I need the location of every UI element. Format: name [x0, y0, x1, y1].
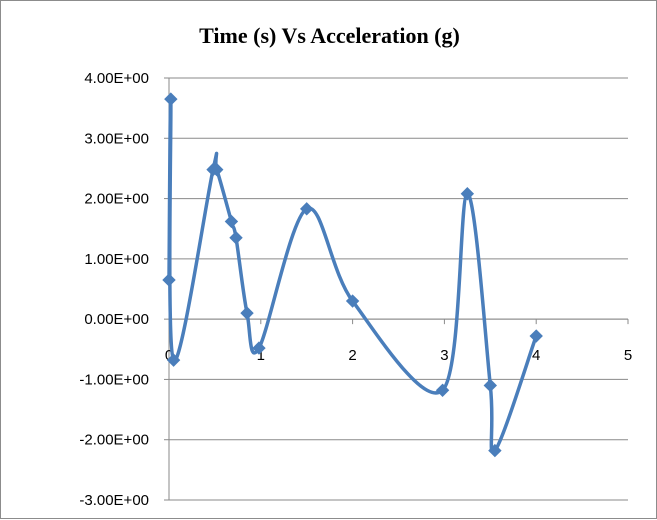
y-tick-label: -1.00E+00 — [79, 371, 149, 388]
axes — [164, 77, 629, 501]
y-tick-labels: 4.00E+00 3.00E+00 2.00E+00 1.00E+00 0.00E+00… — [79, 70, 149, 509]
data-point-marker — [210, 162, 224, 177]
y-tick-label: 3.00E+00 — [84, 130, 149, 147]
x-tick-label: 4 — [532, 347, 540, 364]
data-point-marker — [229, 231, 243, 245]
data-point-marker — [252, 341, 266, 355]
data-point-marker — [483, 378, 498, 393]
y-tick-label: 1.00E+00 — [84, 251, 149, 268]
y-tick-label: -2.00E+00 — [79, 432, 149, 449]
data-point-marker — [345, 294, 360, 308]
x-tick-label: 5 — [624, 347, 632, 364]
data-point-marker — [224, 214, 239, 229]
x-tick-label: 3 — [440, 347, 448, 364]
data-point-marker — [162, 273, 176, 287]
y-tick-label: 4.00E+00 — [84, 70, 149, 87]
data-point-marker — [164, 92, 178, 106]
y-tick-label: 2.00E+00 — [84, 191, 149, 208]
x-tick-label: 2 — [348, 347, 356, 364]
data-point-marker — [460, 187, 475, 201]
x-tick-labels: 0 1 2 3 4 5 — [165, 347, 632, 364]
x-tick-label: 1 — [257, 347, 265, 364]
data-point-marker — [529, 329, 543, 343]
data-series — [162, 92, 543, 458]
data-point-marker — [166, 353, 181, 367]
chart-title: Time (s) Vs Acceleration (g) — [199, 23, 460, 48]
data-point-marker — [435, 383, 450, 397]
data-point-marker — [240, 306, 254, 320]
data-point-marker — [488, 443, 502, 458]
data-point-marker — [299, 202, 314, 216]
y-tick-label: -3.00E+00 — [79, 492, 149, 509]
series-line — [167, 96, 538, 454]
grid-lines — [169, 77, 628, 501]
x-tick-label: 0 — [165, 347, 173, 364]
y-tick-label: 0.00E+00 — [84, 311, 149, 328]
